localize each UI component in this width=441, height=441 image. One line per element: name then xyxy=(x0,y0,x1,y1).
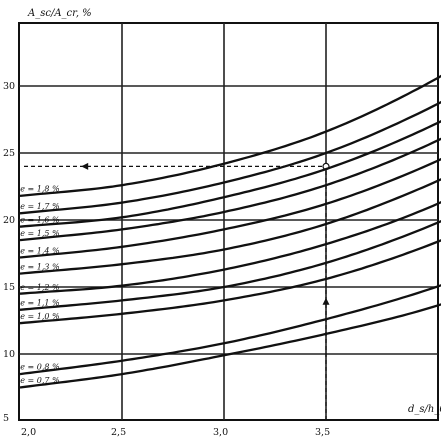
y-axis-label: A_sc/A_cr, % xyxy=(27,8,92,19)
curve-label-2: e = 0,8 % xyxy=(20,363,60,372)
curve-label-5: e = 1,2 % xyxy=(20,283,60,292)
curve-label-1: e = 0,7 % xyxy=(20,376,60,385)
curve-label-6: e = 1,3 % xyxy=(20,263,60,272)
curve-2 xyxy=(19,284,441,376)
curve-10 xyxy=(19,100,441,215)
curve-label-3: e = 1,0 % xyxy=(20,312,60,321)
curve-labels: e = 0,7 % e = 0,8 % e = 1,0 % e = 1,1 % e = … xyxy=(20,185,60,385)
x-tick-label: 2,0 xyxy=(21,427,36,438)
curve-3 xyxy=(19,239,441,325)
curve-label-9: e = 1,6 % xyxy=(20,216,60,225)
curve-11 xyxy=(19,74,441,198)
y-tick-label: 25 xyxy=(3,148,15,159)
x-tick-label: 3,5 xyxy=(315,427,330,438)
curve-label-11: e = 1,8 % xyxy=(20,185,60,194)
curve-7 xyxy=(19,157,441,259)
arrow-up-icon xyxy=(322,297,330,305)
curve-label-8: e = 1,5 % xyxy=(20,229,60,238)
curve-8 xyxy=(19,137,441,242)
x-tick-label: 3,0 xyxy=(213,427,228,438)
curve-5 xyxy=(19,200,441,295)
curve-1 xyxy=(19,303,441,389)
curve-9 xyxy=(19,120,441,228)
curve-6 xyxy=(19,178,441,275)
y-tick-label: 20 xyxy=(3,215,15,226)
curves xyxy=(19,74,441,389)
x-tick-label: 2,5 xyxy=(111,427,126,438)
curve-label-4: e = 1,1 % xyxy=(20,299,60,308)
curve-label-7: e = 1,4 % xyxy=(20,246,60,255)
y-tick-labels: 5 10 15 20 25 30 xyxy=(3,81,15,424)
y-tick-label: 10 xyxy=(3,349,15,360)
y-tick-label: 30 xyxy=(3,81,15,92)
curve-4 xyxy=(19,219,441,311)
y-tick-label: 15 xyxy=(3,282,15,293)
x-tick-labels: 2,0 2,5 3,0 3,5 xyxy=(21,427,330,438)
curve-label-10: e = 1,7 % xyxy=(20,202,60,211)
arrow-left-icon xyxy=(81,162,89,170)
x-axis-label: d_s/h_01 xyxy=(408,404,441,415)
y-tick-label: 5 xyxy=(3,413,9,424)
